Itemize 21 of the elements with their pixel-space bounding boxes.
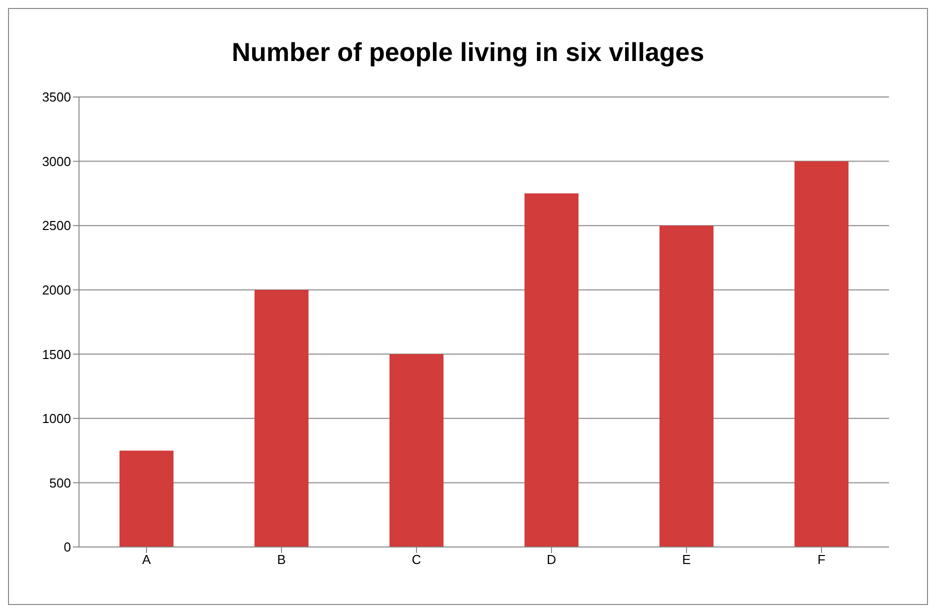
bar	[524, 193, 578, 547]
y-tick-label: 3500	[42, 90, 71, 105]
y-tick-label: 1000	[42, 411, 71, 426]
y-tick-label: 2500	[42, 218, 71, 234]
x-tick-label: A	[142, 552, 152, 568]
y-tick-label: 3000	[42, 154, 71, 169]
y-tick-label: 0	[64, 540, 71, 555]
bar	[660, 226, 714, 547]
y-tick-label: 2000	[42, 282, 71, 298]
x-tick-label: E	[682, 552, 692, 568]
bar	[390, 354, 444, 547]
x-tick-label: B	[277, 552, 286, 568]
bar	[794, 161, 848, 547]
chart-title: Number of people living in six villages	[230, 37, 706, 69]
x-tick-label: D	[546, 552, 556, 568]
bar	[254, 290, 308, 547]
bar	[120, 450, 174, 547]
x-tick-label: C	[412, 552, 422, 568]
y-tick-label: 500	[49, 475, 71, 490]
y-tick-label: 1500	[42, 346, 71, 362]
x-tick-label: F	[818, 552, 826, 568]
